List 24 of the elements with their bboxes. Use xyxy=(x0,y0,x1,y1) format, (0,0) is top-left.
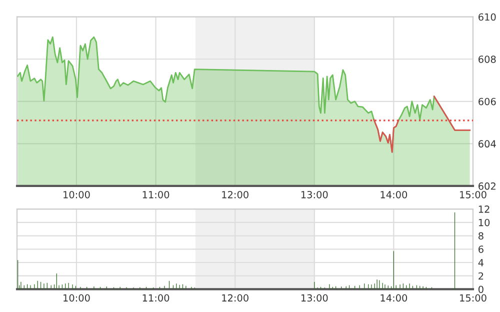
y-tick-label: 604 xyxy=(478,140,496,148)
y-tick-label: 6 xyxy=(478,246,484,253)
x-tick-label: 15:00 xyxy=(460,294,486,302)
x-tick-label: 14:00 xyxy=(380,294,408,302)
x-tick-label: 12:00 xyxy=(222,294,248,302)
y-tick-label: 610 xyxy=(478,13,496,21)
y-tick-label: 2 xyxy=(478,272,484,280)
y-tick-label: 608 xyxy=(478,56,496,63)
x-tick-label: 15:00 xyxy=(460,190,486,198)
y-tick-label: 602 xyxy=(478,182,496,190)
x-tick-label: 10:00 xyxy=(64,294,90,302)
y-tick-label: 606 xyxy=(478,98,496,106)
x-tick-label: 12:00 xyxy=(222,190,248,198)
x-tick-label: 11:00 xyxy=(142,190,170,198)
x-tick-label: 14:00 xyxy=(380,190,408,198)
x-tick-label: 13:00 xyxy=(301,190,328,198)
y-tick-label: 8 xyxy=(478,232,484,240)
y-tick-label: 0 xyxy=(478,286,484,294)
y-tick-label: 12 xyxy=(478,206,490,213)
y-tick-label: 10 xyxy=(478,218,490,226)
y-tick-label: 4 xyxy=(478,259,484,266)
x-tick-label: 10:00 xyxy=(64,190,90,198)
x-tick-label: 13:00 xyxy=(301,294,328,302)
x-tick-label: 11:00 xyxy=(142,294,170,302)
